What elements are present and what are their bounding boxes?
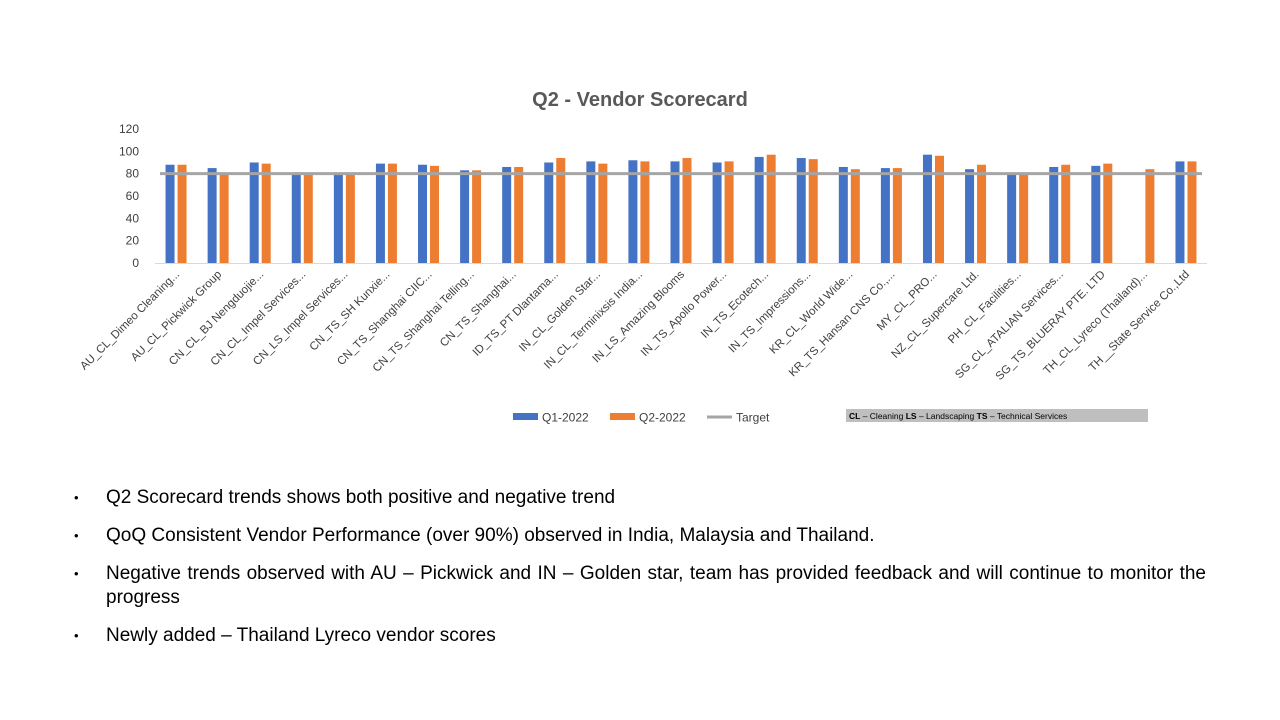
abbreviation-part: LS <box>906 411 917 421</box>
bar-q1-2022 <box>838 166 848 263</box>
y-tick-label: 60 <box>126 189 140 203</box>
bar-q2-2022 <box>682 158 692 263</box>
bar-q2-2022 <box>430 165 440 263</box>
bar-q1-2022 <box>965 169 975 263</box>
legend-swatch <box>513 413 538 420</box>
bar-q1-2022 <box>1049 166 1059 263</box>
bar-q1-2022 <box>291 173 301 263</box>
x-category-label: IN_CL_Golden Star... <box>517 269 603 355</box>
bullet-dot: • <box>74 490 79 505</box>
bar-q1-2022 <box>207 168 217 263</box>
bar-q1-2022 <box>1175 161 1185 263</box>
bar-q1-2022 <box>1007 173 1017 263</box>
bullet-text: QoQ Consistent Vendor Performance (over … <box>106 525 875 546</box>
legend-label: Q2-2022 <box>639 411 686 425</box>
bar-q2-2022 <box>850 169 860 263</box>
bar-q1-2022 <box>544 162 554 263</box>
bullet-text: Newly added – Thailand Lyreco vendor sco… <box>106 625 496 646</box>
bar-q1-2022 <box>880 168 890 263</box>
bullet-item: • Newly added – Thailand Lyreco vendor sc… <box>74 624 1206 648</box>
bullet-item: • Q2 Scorecard trends shows both positive… <box>74 486 1206 510</box>
y-tick-label: 40 <box>126 211 140 225</box>
legend-label: Q1-2022 <box>542 411 589 425</box>
x-category-label: PH_CL_Facilities... <box>946 269 1024 347</box>
bullet-dot: • <box>74 566 79 581</box>
bar-q1-2022 <box>922 154 932 263</box>
abbreviation-part: – Technical Services <box>988 411 1068 421</box>
bar-q1-2022 <box>502 166 512 263</box>
abbreviation-part: – Cleaning <box>860 411 905 421</box>
y-tick-label: 100 <box>119 144 139 158</box>
bar-q2-2022 <box>1145 169 1155 263</box>
bar-q2-2022 <box>177 164 187 263</box>
bar-q2-2022 <box>934 155 944 263</box>
bullet-text: Negative trends observed with AU – Pickw… <box>106 563 1206 608</box>
bar-q2-2022 <box>556 158 566 263</box>
abbreviation-part: CL <box>849 411 860 421</box>
bar-q1-2022 <box>586 161 596 263</box>
y-tick-label: 80 <box>126 167 140 181</box>
bar-q2-2022 <box>640 161 650 263</box>
bullet-dot: • <box>74 528 79 543</box>
bar-q1-2022 <box>460 170 470 263</box>
y-axis: 0 20 40 60 80 100 120 <box>119 122 139 270</box>
bar-q2-2022 <box>724 161 734 263</box>
vendor-scorecard-chart: Q2 - Vendor Scorecard 0 20 40 60 80 100 120 AU… <box>78 89 1207 425</box>
legend-label: Target <box>736 411 770 425</box>
abbreviation-part: TS <box>977 411 988 421</box>
bar-series <box>165 154 1197 263</box>
bar-q2-2022 <box>514 166 524 263</box>
bar-q2-2022 <box>472 170 482 263</box>
x-category-label: IN_TS_Impressions... <box>727 269 814 356</box>
bar-q2-2022 <box>1019 173 1029 263</box>
bar-q2-2022 <box>1103 163 1113 263</box>
bar-q2-2022 <box>219 173 229 263</box>
bullet-text: Q2 Scorecard trends shows both positive … <box>106 487 616 508</box>
bar-q2-2022 <box>977 164 987 263</box>
x-category-label: CN_TS_SH Kunxie... <box>308 269 393 354</box>
bar-q1-2022 <box>628 160 638 263</box>
bullet-item: • Negative trends observed with AU – Pick… <box>74 562 1206 610</box>
summary-bullets: • Q2 Scorecard trends shows both positive… <box>74 486 1206 662</box>
bullet-dot: • <box>74 628 79 643</box>
bar-q2-2022 <box>387 163 397 263</box>
abbreviation-note-box <box>846 409 1148 422</box>
y-tick-label: 20 <box>126 234 140 248</box>
chart-legend: Q1-2022 Q2-2022 Target <box>513 411 770 425</box>
x-category-label: IN_TS_Apollo Power... <box>639 269 729 359</box>
abbreviation-part: – Landscaping <box>917 411 977 421</box>
bar-q1-2022 <box>712 162 722 263</box>
bar-q2-2022 <box>598 163 608 263</box>
x-category-label: CN_TS_Shanghai... <box>438 269 519 350</box>
y-tick-label: 0 <box>132 256 139 270</box>
bar-q1-2022 <box>754 156 764 263</box>
bar-q2-2022 <box>1061 164 1071 263</box>
bar-q2-2022 <box>808 159 818 263</box>
bar-q1-2022 <box>333 173 343 263</box>
bar-q1-2022 <box>249 162 259 263</box>
bar-q2-2022 <box>345 173 355 263</box>
bar-q2-2022 <box>1187 161 1197 263</box>
x-axis: AU_CL_Dimeo Cleaning...AU_CL_Pickwick Gr… <box>78 263 1207 383</box>
chart-title: Q2 - Vendor Scorecard <box>532 89 748 111</box>
abbreviation-note-text: CL – Cleaning LS – Landscaping TS – Tech… <box>849 411 1067 421</box>
bar-q1-2022 <box>670 161 680 263</box>
legend-swatch <box>610 413 635 420</box>
bar-q1-2022 <box>1091 165 1101 263</box>
y-tick-label: 120 <box>119 122 139 136</box>
x-category-label: KR_CL_World Wide... <box>768 269 856 357</box>
bar-q2-2022 <box>766 154 776 263</box>
bullet-item: • QoQ Consistent Vendor Performance (over… <box>74 524 1206 548</box>
x-category-label: ID_TS_PT Dlantama... <box>471 269 561 359</box>
bar-q1-2022 <box>796 158 806 263</box>
bar-q2-2022 <box>261 163 271 263</box>
bar-q2-2022 <box>303 173 313 263</box>
bar-q1-2022 <box>418 164 428 263</box>
bar-q1-2022 <box>375 163 385 263</box>
bar-q2-2022 <box>892 168 902 263</box>
bar-q1-2022 <box>165 164 175 263</box>
abbreviation-note: CL – Cleaning LS – Landscaping TS – Tech… <box>846 409 1148 422</box>
